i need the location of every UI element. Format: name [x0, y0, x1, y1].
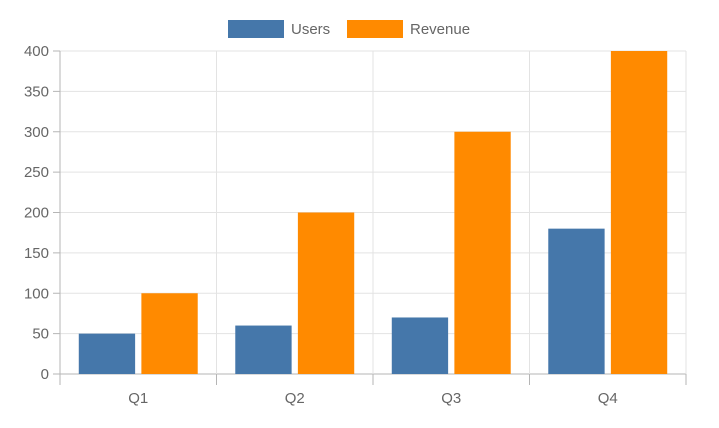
bar-revenue-q1[interactable]	[141, 293, 198, 374]
bar-users-q4[interactable]	[548, 228, 605, 374]
y-tick-label: 200	[24, 205, 49, 222]
bar-users-q2[interactable]	[235, 325, 292, 374]
y-tick-label: 300	[24, 124, 49, 141]
legend-label-revenue[interactable]: Revenue	[410, 21, 470, 38]
y-tick-label: 150	[24, 245, 49, 262]
bar-revenue-q3[interactable]	[454, 131, 511, 374]
legend: Users Revenue	[228, 20, 470, 38]
y-tick-label: 250	[24, 164, 49, 181]
legend-swatch-users[interactable]	[228, 20, 284, 38]
y-tick-label: 350	[24, 83, 49, 100]
x-tick-label: Q4	[598, 390, 618, 407]
x-tick-label: Q3	[441, 390, 461, 407]
y-tick-label: 400	[24, 43, 49, 60]
bar-revenue-q4[interactable]	[610, 51, 668, 374]
bar-users-q3[interactable]	[391, 317, 449, 374]
y-tick-label: 100	[24, 285, 49, 302]
x-tick-label: Q1	[128, 390, 148, 407]
axes	[53, 50, 687, 385]
bar-revenue-q2[interactable]	[297, 212, 355, 375]
x-tick-label: Q2	[285, 390, 305, 407]
y-tick-label: 0	[41, 366, 49, 383]
legend-label-users[interactable]: Users	[291, 21, 330, 38]
bars	[78, 51, 668, 375]
bar-users-q1[interactable]	[78, 333, 136, 374]
legend-swatch-revenue[interactable]	[347, 20, 403, 38]
y-tick-label: 50	[32, 326, 49, 343]
tick-labels: 0 50 100 150 200 250 300 350 400 Q1 Q2 Q3 Q4	[24, 43, 618, 407]
